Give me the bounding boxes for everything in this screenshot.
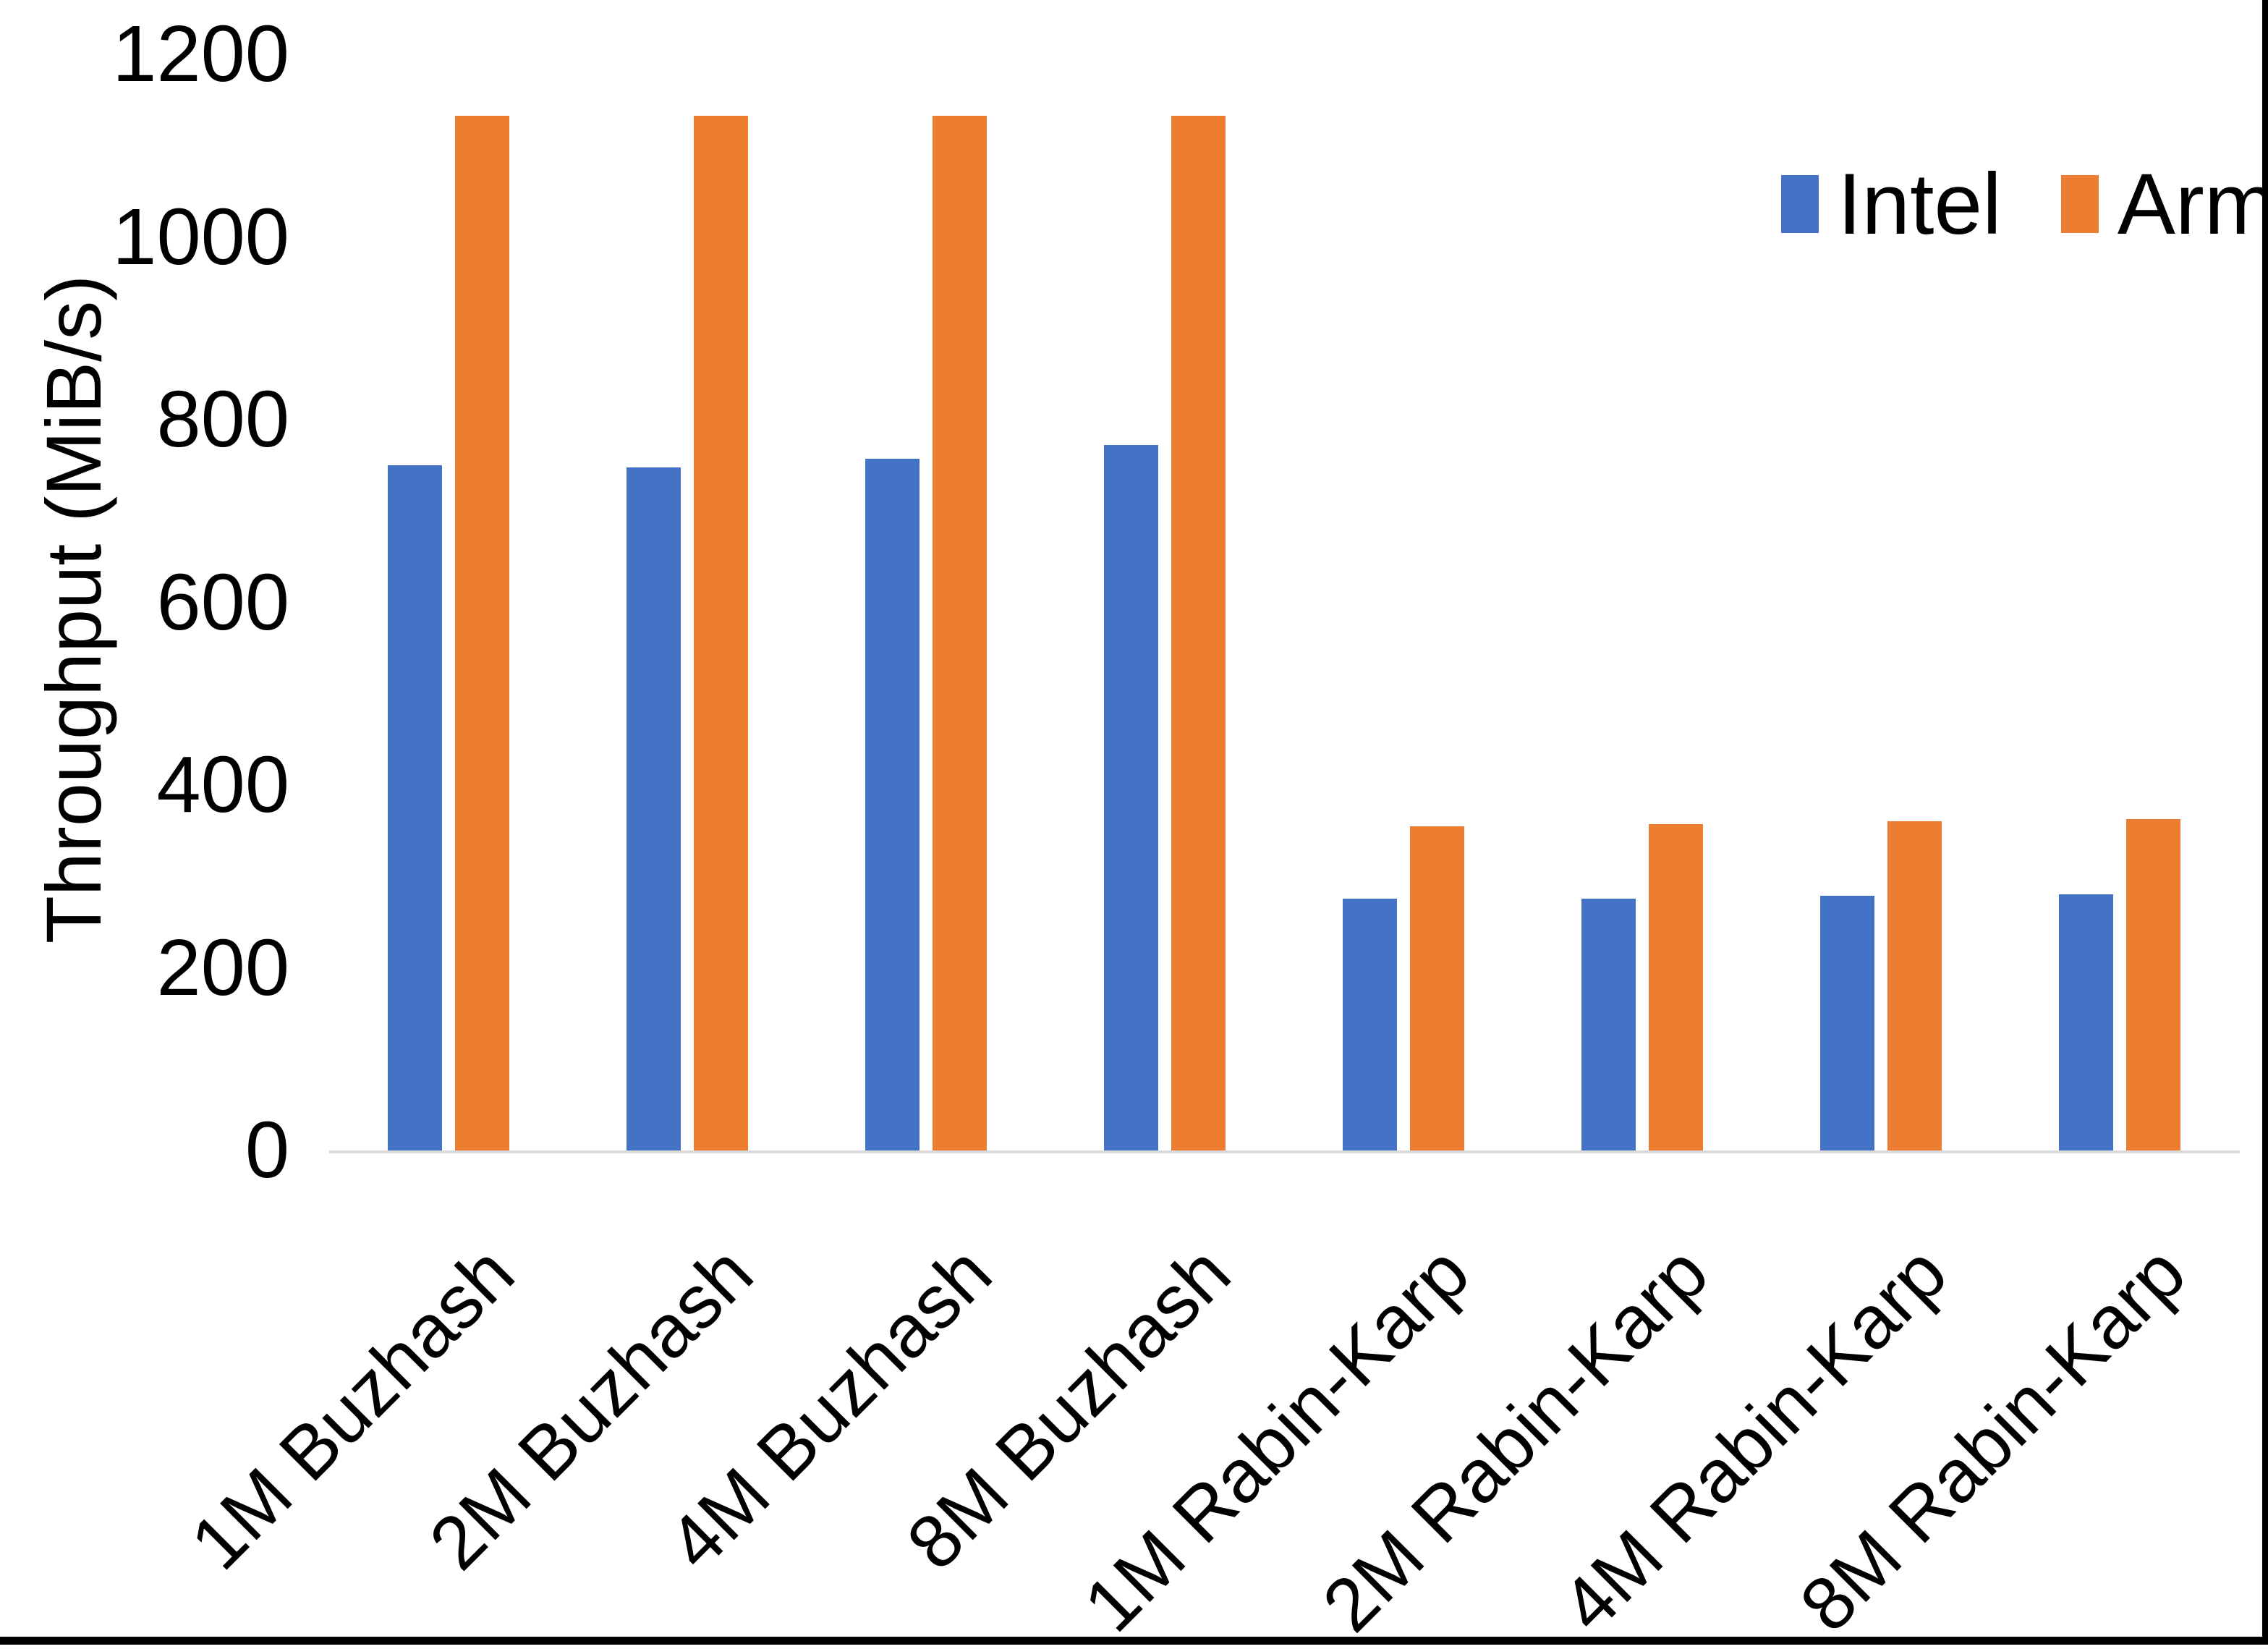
bar-intel-4m-rabin-karp	[1820, 896, 1874, 1150]
window-border-bottom	[0, 1637, 2268, 1645]
bar-arm-2m-buzhash	[694, 116, 748, 1150]
bar-intel-4m-buzhash	[865, 459, 919, 1150]
y-tick-label-200: 200	[156, 923, 289, 1012]
bar-arm-1m-buzhash	[455, 116, 509, 1150]
bar-arm-2m-rabin-karp	[1649, 824, 1703, 1150]
legend-item-intel: Intel	[1781, 161, 2002, 247]
bar-intel-1m-buzhash	[388, 465, 442, 1150]
bar-arm-4m-rabin-karp	[1887, 821, 1942, 1150]
bar-arm-4m-buzhash	[933, 116, 987, 1150]
y-tick-label-1000: 1000	[112, 192, 289, 281]
window-border-right	[2262, 0, 2268, 1645]
legend: Intel Arm	[1781, 161, 2268, 247]
bar-arm-8m-buzhash	[1171, 116, 1226, 1150]
y-tick-label-600: 600	[156, 557, 289, 647]
arm-legend-swatch	[2060, 175, 2099, 233]
y-tick-label-800: 800	[156, 375, 289, 464]
y-tick-label-0: 0	[245, 1106, 289, 1195]
y-tick-label-400: 400	[156, 740, 289, 829]
intel-legend-label: Intel	[1838, 156, 2002, 253]
intel-legend-swatch	[1781, 175, 1819, 233]
plot-area	[329, 54, 2240, 1153]
bar-arm-1m-rabin-karp	[1410, 826, 1464, 1150]
legend-item-arm: Arm	[2060, 156, 2268, 253]
bar-arm-8m-rabin-karp	[2126, 819, 2180, 1150]
bar-intel-2m-rabin-karp	[1581, 899, 1636, 1150]
bar-intel-2m-buzhash	[627, 467, 681, 1150]
y-tick-label-1200: 1200	[112, 9, 289, 98]
bar-intel-1m-rabin-karp	[1343, 899, 1397, 1150]
bar-intel-8m-rabin-karp	[2059, 894, 2113, 1150]
bar-intel-8m-buzhash	[1104, 445, 1158, 1150]
arm-legend-label: Arm	[2117, 156, 2268, 253]
